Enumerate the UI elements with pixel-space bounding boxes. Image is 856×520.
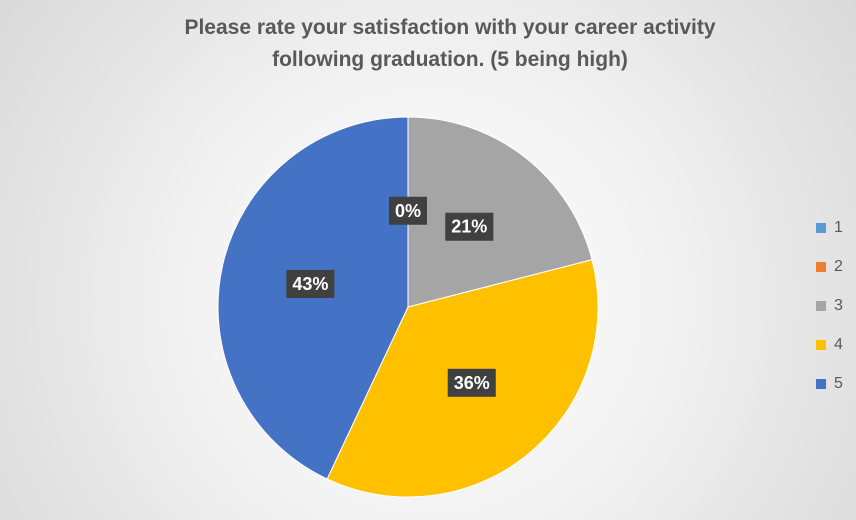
data-label-box [445,212,494,241]
chart-title: Please rate your satisfaction with your … [184,16,716,71]
legend-label: 2 [834,258,843,275]
data-label-text: 0% [395,201,421,221]
data-label: 36% [447,368,496,397]
legend-swatch [816,379,826,389]
legend-swatch [816,262,826,272]
data-label-box [388,196,428,225]
data-label-text: 43% [292,274,328,294]
pie-slice [407,116,593,308]
legend-label: 1 [834,219,843,236]
data-label: 21% [445,212,494,241]
data-label-text: 36% [454,373,490,393]
data-label-text: 21% [451,217,487,237]
legend-label: 5 [834,375,843,392]
legend-swatch [816,223,826,233]
legend-label: 3 [834,297,843,314]
legend-swatch [816,301,826,311]
data-label-box [447,368,496,397]
data-label: 0% [388,196,428,225]
data-label: 43% [286,269,335,298]
legend-swatch [816,340,826,350]
pie-slice [217,116,409,480]
data-label-box [286,269,335,298]
legend-label: 4 [834,336,843,353]
